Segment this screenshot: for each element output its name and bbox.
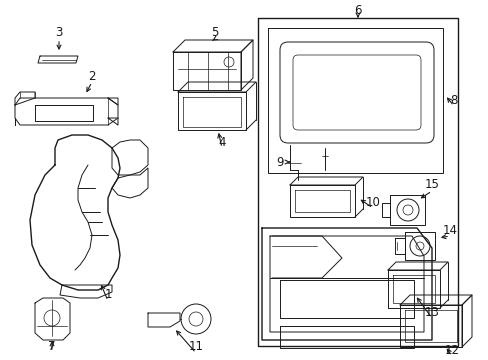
Text: 13: 13	[424, 306, 439, 319]
Text: 7: 7	[48, 339, 56, 352]
Text: 8: 8	[449, 94, 457, 107]
Text: 12: 12	[444, 343, 459, 356]
Text: 6: 6	[353, 4, 361, 17]
Text: 11: 11	[188, 341, 203, 354]
Text: 3: 3	[55, 27, 62, 40]
Text: 5: 5	[211, 27, 218, 40]
Text: 15: 15	[424, 179, 439, 192]
Text: 14: 14	[442, 224, 457, 237]
Text: 2: 2	[88, 69, 96, 82]
Text: 9: 9	[276, 156, 283, 168]
Text: 4: 4	[218, 135, 225, 148]
Text: 10: 10	[365, 195, 380, 208]
Text: 1: 1	[104, 288, 112, 302]
